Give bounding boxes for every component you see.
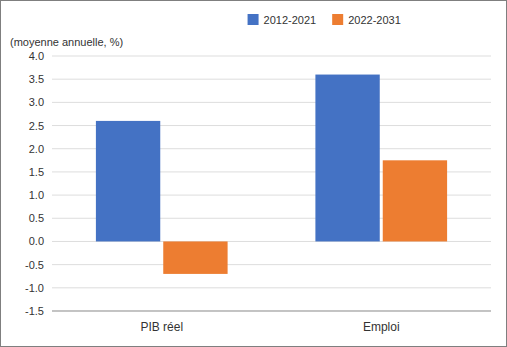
grid-line xyxy=(52,56,491,57)
grid-line xyxy=(52,311,491,312)
bar xyxy=(315,75,379,242)
y-tick-label: -1.0 xyxy=(25,282,44,294)
legend-swatch xyxy=(332,14,343,25)
bar xyxy=(383,160,447,241)
legend-label: 2022-2031 xyxy=(348,14,401,26)
grid xyxy=(52,56,491,311)
chart: -1.5 -1.0 -0.5 0.0 0.5 1.0 1.5 2.0 2.5 3.0 3.5 4.0 P… xyxy=(0,0,507,347)
grid-line xyxy=(52,79,491,80)
y-tick-label: 2.0 xyxy=(29,143,44,155)
y-tick-label: 0.0 xyxy=(29,235,44,247)
legend-swatch xyxy=(248,14,259,25)
x-axis-line xyxy=(52,311,491,312)
x-axis: PIB réel Emploi xyxy=(140,320,399,334)
legend-label: 2012-2021 xyxy=(264,14,317,26)
grid-line xyxy=(52,287,491,288)
y-tick-label: 3.5 xyxy=(29,73,44,85)
bar xyxy=(96,121,160,242)
y-tick-label: 4.0 xyxy=(29,50,44,62)
y-tick-label: 2.5 xyxy=(29,120,44,132)
x-tick-label: Emploi xyxy=(363,320,400,334)
background xyxy=(1,1,507,347)
y-axis: -1.5 -1.0 -0.5 0.0 0.5 1.0 1.5 2.0 2.5 3.0 3.5 4.0 xyxy=(25,50,44,317)
bar xyxy=(163,241,227,273)
y-tick-label: 1.0 xyxy=(29,189,44,201)
y-tick-label: 0.5 xyxy=(29,212,44,224)
x-tick-label: PIB réel xyxy=(140,320,183,334)
grid-line xyxy=(52,102,491,103)
grid-line xyxy=(52,264,491,265)
y-tick-label: -1.5 xyxy=(25,305,44,317)
legend-item: 2022-2031 xyxy=(332,14,401,26)
y-tick-label: 1.5 xyxy=(29,166,44,178)
bars xyxy=(96,75,447,274)
legend: 2012-2021 2022-2031 xyxy=(248,14,401,26)
legend-item: 2012-2021 xyxy=(248,14,317,26)
y-tick-label: -0.5 xyxy=(25,259,44,271)
y-tick-label: 3.0 xyxy=(29,96,44,108)
y-axis-label: (moyenne annuelle, %) xyxy=(10,36,123,48)
